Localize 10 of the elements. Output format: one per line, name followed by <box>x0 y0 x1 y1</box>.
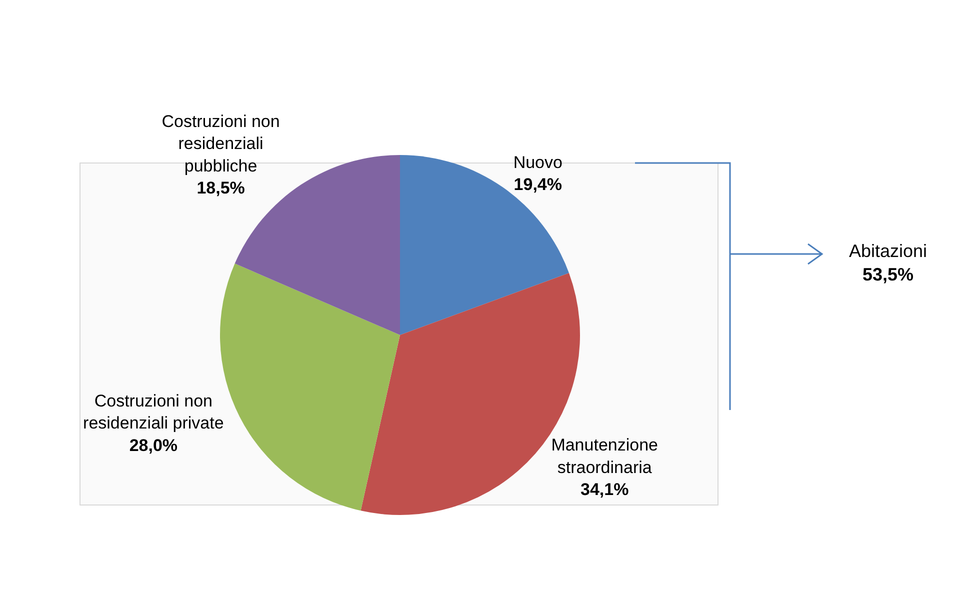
data-label: 34,1% <box>580 480 629 499</box>
slice-label: Nuovo <box>513 153 562 172</box>
pie-slice <box>400 155 569 335</box>
data-label: 18,5% <box>196 178 245 198</box>
slice-label: Manutenzione straordinaria <box>551 436 658 477</box>
text: Abitazioni 53,5% <box>849 241 928 284</box>
data-label: 28,0% <box>129 436 178 455</box>
data-label: 19,4% <box>514 175 562 194</box>
slice-label: Costruzioni non residenziali pubbliche <box>162 112 280 176</box>
slice-label: Costruzioni non residenziali private <box>83 392 224 433</box>
